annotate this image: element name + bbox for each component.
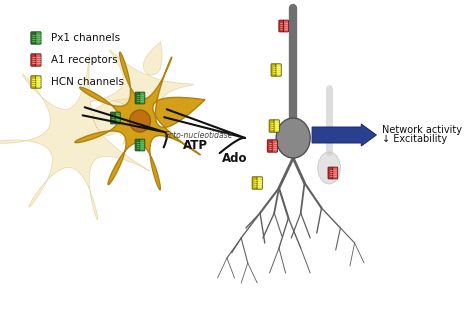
Text: HCN channels: HCN channels xyxy=(51,77,124,87)
FancyBboxPatch shape xyxy=(140,139,145,151)
FancyBboxPatch shape xyxy=(328,167,333,179)
Polygon shape xyxy=(91,42,193,144)
FancyBboxPatch shape xyxy=(110,112,116,124)
FancyBboxPatch shape xyxy=(333,167,338,179)
FancyBboxPatch shape xyxy=(36,54,41,66)
FancyBboxPatch shape xyxy=(135,139,140,151)
FancyBboxPatch shape xyxy=(31,54,36,66)
Circle shape xyxy=(129,110,150,132)
FancyBboxPatch shape xyxy=(271,64,276,76)
FancyBboxPatch shape xyxy=(36,32,41,44)
FancyBboxPatch shape xyxy=(272,140,277,152)
FancyBboxPatch shape xyxy=(269,120,274,132)
Polygon shape xyxy=(0,54,150,220)
Ellipse shape xyxy=(276,118,310,158)
FancyBboxPatch shape xyxy=(257,177,262,189)
FancyBboxPatch shape xyxy=(140,92,145,104)
FancyBboxPatch shape xyxy=(283,20,289,32)
FancyBboxPatch shape xyxy=(274,120,279,132)
Text: ATP: ATP xyxy=(183,139,208,152)
FancyBboxPatch shape xyxy=(31,32,36,44)
Ellipse shape xyxy=(318,152,340,184)
FancyArrow shape xyxy=(312,124,376,146)
FancyBboxPatch shape xyxy=(115,112,120,124)
FancyBboxPatch shape xyxy=(135,92,140,104)
Text: Ecto-nucleotidase: Ecto-nucleotidase xyxy=(164,131,233,140)
FancyBboxPatch shape xyxy=(252,177,257,189)
Text: Network activity: Network activity xyxy=(382,125,462,135)
Text: Px1 channels: Px1 channels xyxy=(51,33,120,43)
FancyBboxPatch shape xyxy=(279,20,284,32)
Text: A1 receptors: A1 receptors xyxy=(51,55,118,65)
Text: ↓ Excitability: ↓ Excitability xyxy=(382,134,447,144)
Text: Ado: Ado xyxy=(222,152,247,165)
FancyBboxPatch shape xyxy=(31,76,36,88)
Polygon shape xyxy=(75,52,205,190)
FancyBboxPatch shape xyxy=(276,64,281,76)
FancyBboxPatch shape xyxy=(267,140,273,152)
FancyBboxPatch shape xyxy=(36,76,41,88)
